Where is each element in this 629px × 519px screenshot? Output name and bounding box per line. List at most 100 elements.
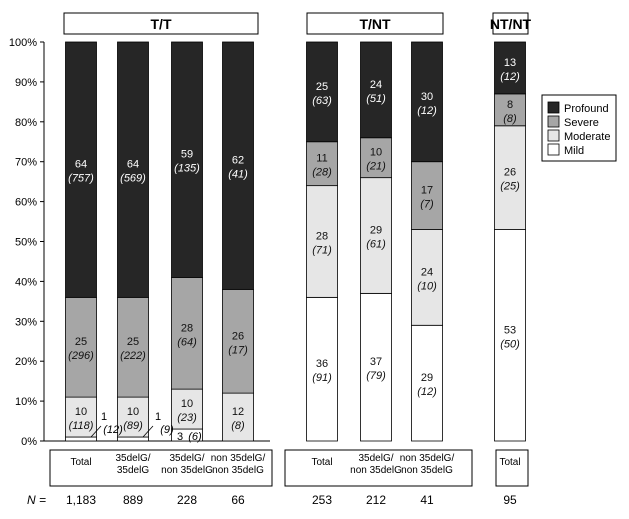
segment-percent-label: 25 [75,336,87,348]
y-tick-label: 100% [9,37,37,49]
bar-segment-profound [222,41,254,290]
category-label: non 35delG/ [211,453,266,464]
segment-count-label: (7) [420,199,434,211]
segment-percent-label: 25 [316,81,328,93]
segment-percent-label: 24 [421,266,433,278]
y-tick-label: 70% [15,157,37,169]
segment-percent-label: 26 [232,330,244,342]
segment-percent-label: 26 [504,167,516,179]
group-title: NT/NT [490,16,532,32]
segment-percent-label: 12 [232,406,244,418]
bar-segment-mild [117,436,149,442]
mild-callout-leader [142,425,154,438]
category-label: 35delG/ [115,453,150,464]
y-tick-label: 40% [15,276,37,288]
segment-count-label: (17) [228,344,248,356]
category-label: 35delG/ [169,453,204,464]
bar-segment-moderate [222,392,254,442]
bar-segment-moderate [411,229,443,326]
segment-percent-label: 8 [507,99,513,111]
segment-count-label: (296) [68,350,94,362]
segment-count-label: (41) [228,169,248,181]
segment-percent-label: 10 [127,406,139,418]
segment-percent-label: 28 [316,231,328,243]
segment-count-label: (12) [500,71,520,83]
legend-swatch-severe [547,115,560,128]
category-label: 35delG/ [358,453,393,464]
category-label-box [49,449,273,487]
category-label: Total [70,457,91,468]
bar-segment-moderate [306,185,338,298]
bar-segment-mild [360,292,392,442]
segment-percent-label: 36 [316,358,328,370]
segment-percent-label: 29 [370,225,382,237]
mild-callout-leader [90,425,102,438]
sample-size-value: 66 [231,493,245,507]
bar-segment-severe [117,296,149,398]
legend-swatch-mild [547,143,560,156]
segment-count-label: (51) [366,93,386,105]
y-tick-label: 20% [15,356,37,368]
y-tick-label: 60% [15,197,37,209]
bar-segment-moderate [494,125,526,230]
segment-count-label: (135) [174,163,200,175]
legend-label-profound: Profound [564,103,609,115]
sample-size-value: 41 [420,493,434,507]
segment-percent-label: 64 [75,159,87,171]
bar-segment-severe [222,288,254,394]
mild-callout-count: (6) [188,431,202,443]
segment-percent-label: 24 [370,79,382,91]
segment-count-label: (50) [500,338,520,350]
sample-size-value: 1,183 [66,493,96,507]
group-header-box [492,12,529,35]
segment-percent-label: 10 [370,147,382,159]
bar-segment-moderate [360,177,392,294]
legend-label-mild: Mild [564,145,584,157]
bar-segment-severe [306,141,338,187]
category-label: Total [499,457,520,468]
bar-segment-severe [411,161,443,230]
category-label-box [284,449,473,487]
y-tick-label: 0% [21,436,37,448]
legend-label-moderate: Moderate [564,131,610,143]
category-label-box [495,449,529,487]
mild-callout-count: (12) [103,424,123,436]
n-row-label: N = [27,493,46,507]
segment-percent-label: 10 [181,398,193,410]
group-title: T/NT [359,16,391,32]
y-tick-label: 30% [15,316,37,328]
legend-label-severe: Severe [564,117,599,129]
segment-percent-label: 13 [504,57,516,69]
mild-callout-percent: 1 [155,411,161,423]
segment-percent-label: 11 [316,153,327,165]
segment-count-label: (91) [312,372,332,384]
segment-percent-label: 30 [421,91,433,103]
segment-count-label: (64) [177,336,197,348]
sample-size-value: 212 [366,493,386,507]
segment-count-label: (63) [312,95,332,107]
segment-percent-label: 29 [421,372,433,384]
bar-segment-severe [171,277,203,390]
sample-size-value: 95 [503,493,517,507]
segment-count-label: (222) [120,350,146,362]
y-tick-label: 10% [15,396,37,408]
segment-percent-label: 10 [75,406,87,418]
bar-segment-moderate [65,396,97,438]
y-tick-label: 50% [15,237,37,249]
segment-percent-label: 59 [181,149,193,161]
segment-count-label: (12) [417,105,437,117]
bar-segment-severe [360,137,392,179]
sample-size-value: 889 [123,493,143,507]
segment-count-label: (21) [366,161,386,173]
group-header-box [306,12,444,35]
category-label: Total [311,457,332,468]
segment-count-label: (12) [417,386,437,398]
bar-segment-profound [171,41,203,278]
segment-count-label: (569) [120,173,146,185]
bar-segment-moderate [171,388,203,430]
mild-callout-count: (9) [160,424,174,436]
segment-count-label: (25) [500,181,520,193]
bar-segment-profound [411,41,443,163]
segment-count-label: (79) [366,370,386,382]
group-header-box [63,12,259,35]
